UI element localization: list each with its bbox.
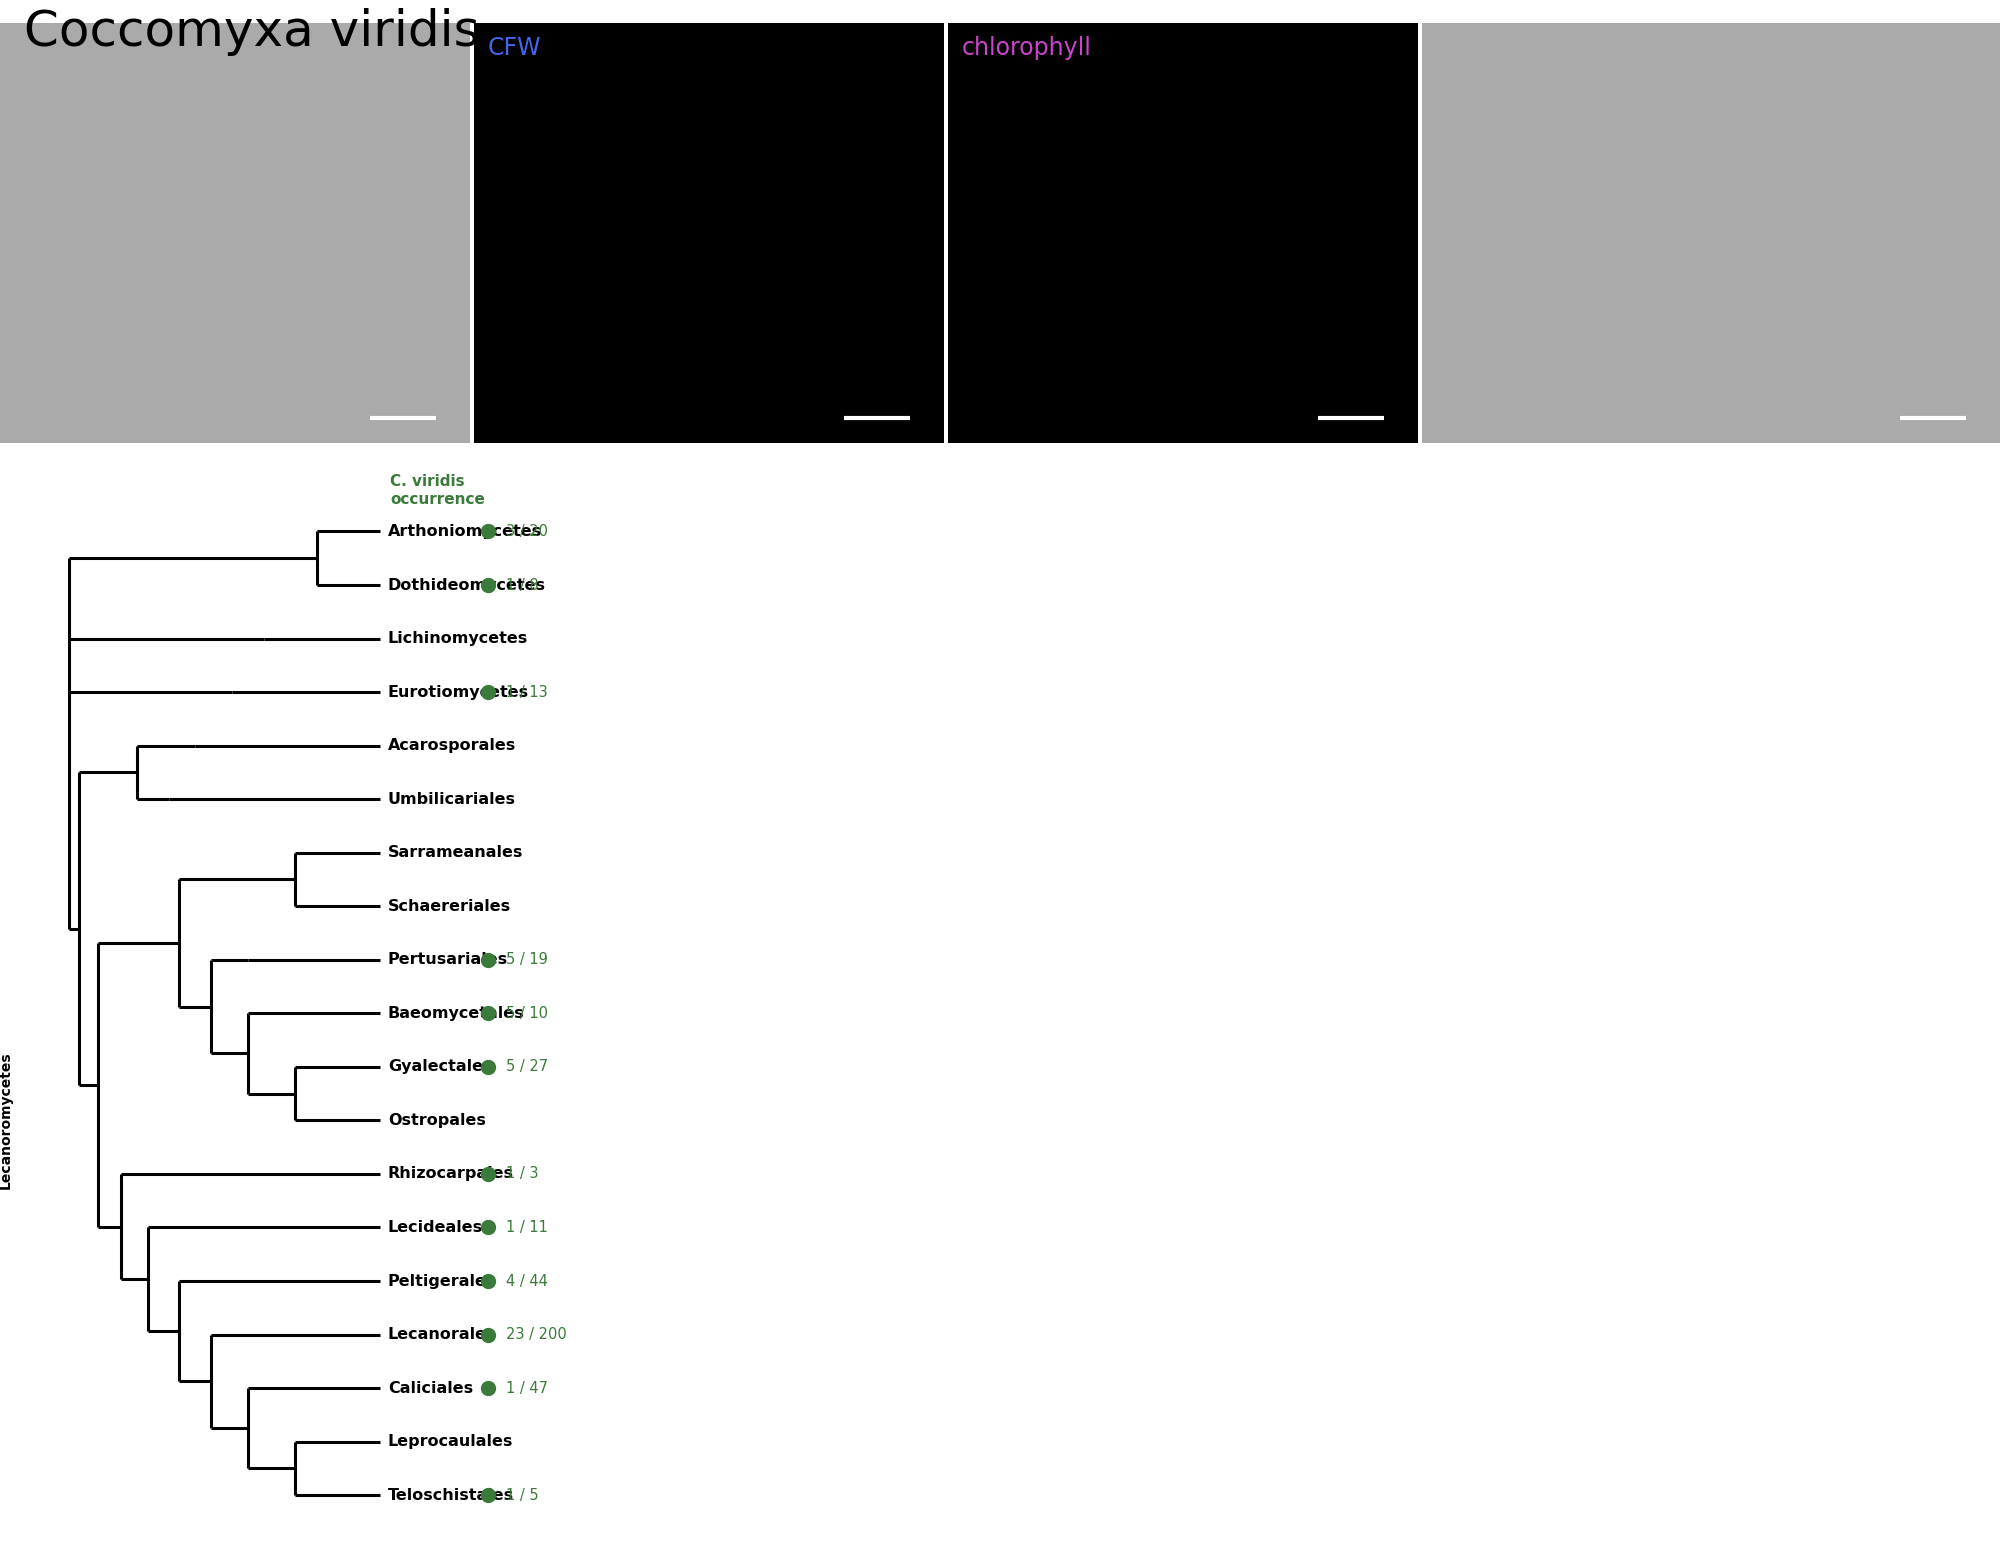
Text: 5 / 27: 5 / 27 <box>506 1059 548 1075</box>
Text: 1mm: 1mm <box>684 494 710 503</box>
Text: 5 / 10: 5 / 10 <box>506 1006 548 1020</box>
Text: Lecanorales: Lecanorales <box>388 1328 496 1342</box>
Bar <box>948 23 1418 443</box>
Text: 1 / 3: 1 / 3 <box>506 1166 538 1182</box>
Text: Sarrameanales: Sarrameanales <box>388 845 524 860</box>
Text: 1 / 11: 1 / 11 <box>506 1221 548 1235</box>
Text: Coccomyxa viridis: Coccomyxa viridis <box>24 8 480 56</box>
Text: 5 / 19: 5 / 19 <box>506 952 548 968</box>
Text: C. viridis
occurrence: C. viridis occurrence <box>390 474 484 508</box>
Text: Schaereriales: Schaereriales <box>388 899 510 913</box>
Text: Pertusariales: Pertusariales <box>388 952 508 968</box>
Text: 1 / 8: 1 / 8 <box>506 578 540 593</box>
Text: 1 / 47: 1 / 47 <box>506 1381 548 1396</box>
Text: Dothideomycetes: Dothideomycetes <box>388 578 546 593</box>
Text: Peltigerales: Peltigerales <box>388 1273 496 1289</box>
Text: Arthoniomycetes: Arthoniomycetes <box>388 523 542 539</box>
Text: Acarosporales: Acarosporales <box>388 738 516 753</box>
Text: Caliciales: Caliciales <box>388 1381 472 1396</box>
Text: Lecideales: Lecideales <box>388 1221 482 1235</box>
Text: Gyalectales: Gyalectales <box>388 1059 492 1075</box>
Text: Eurotiomycetes: Eurotiomycetes <box>388 685 528 699</box>
Text: Baeomycetales: Baeomycetales <box>388 1006 524 1020</box>
Text: 23 / 200: 23 / 200 <box>506 1328 568 1342</box>
Text: Umbilicariales: Umbilicariales <box>388 792 516 806</box>
Text: chlorophyll: chlorophyll <box>962 36 1092 59</box>
Text: 1 / 5: 1 / 5 <box>506 1488 540 1503</box>
Text: Leprocaulales: Leprocaulales <box>388 1433 514 1449</box>
Text: Rhizocarpales: Rhizocarpales <box>388 1166 514 1182</box>
Bar <box>0 23 470 443</box>
Text: Ostropales: Ostropales <box>388 1114 486 1127</box>
Bar <box>474 23 944 443</box>
Text: 4 / 44: 4 / 44 <box>506 1273 548 1289</box>
Text: Lecanoromycetes: Lecanoromycetes <box>0 1051 12 1190</box>
Bar <box>1422 23 2000 443</box>
Text: 3 / 20: 3 / 20 <box>506 523 548 539</box>
Text: Teloschistales: Teloschistales <box>388 1488 514 1503</box>
Text: CFW: CFW <box>488 36 542 59</box>
Text: 1 / 13: 1 / 13 <box>506 685 548 699</box>
Text: Lichinomycetes: Lichinomycetes <box>388 631 528 646</box>
